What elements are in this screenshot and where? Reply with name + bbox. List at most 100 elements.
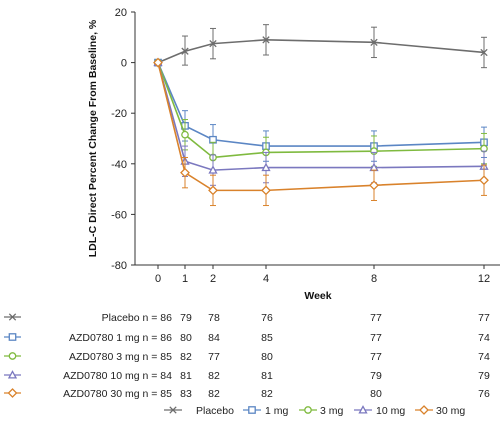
y-axis-title: LDL-C Direct Percent Change From Baselin…	[87, 19, 99, 257]
table-row-marker	[7, 370, 18, 379]
data-point	[479, 175, 489, 186]
data-point-stroke-b	[262, 36, 270, 44]
data-point	[369, 162, 379, 172]
x-tick-label: 12	[478, 273, 490, 285]
table-row-marker	[7, 388, 18, 398]
data-point	[262, 36, 270, 44]
y-tick-label: -80	[111, 260, 127, 272]
legend-marker	[419, 405, 429, 415]
data-point	[261, 185, 271, 196]
table-cell-count: 82	[261, 388, 273, 400]
series-1	[154, 58, 488, 162]
table-row-marker-stroke-b	[8, 313, 17, 321]
series-line	[157, 62, 485, 147]
table-cell-count: 79	[370, 370, 382, 382]
data-point-stroke-b	[181, 47, 189, 55]
series-line	[157, 62, 485, 171]
table-cell-count: 82	[180, 351, 192, 363]
table-cell-count: 82	[208, 388, 220, 400]
data-point	[181, 130, 189, 139]
data-point	[153, 57, 163, 68]
table-cell-count: 81	[261, 370, 273, 382]
legend-marker	[169, 406, 177, 414]
series-line	[157, 62, 485, 192]
table-cell-count: 80	[370, 388, 382, 400]
x-tick-label: 8	[371, 273, 377, 285]
data-point	[181, 47, 189, 55]
series-0	[154, 24, 488, 69]
y-tick-label: 0	[121, 58, 127, 70]
table-row-label: Placebo n = 86	[102, 312, 173, 324]
data-point	[208, 185, 218, 196]
data-point-stroke-b	[370, 38, 378, 47]
y-tick-label: -20	[111, 108, 127, 120]
legend-marker	[248, 406, 256, 414]
data-point-stroke-b	[480, 48, 488, 57]
table-row: AZD0780 30 mg n = 85 83 82 82 80 76	[4, 388, 490, 400]
legend-label: 30 mg	[436, 405, 465, 417]
table-row-label: AZD0780 10 mg n = 84	[63, 370, 172, 382]
table-cell-count: 81	[180, 370, 192, 382]
table-row-label: AZD0780 1 mg n = 86	[69, 332, 172, 344]
legend-item: 1 mg	[243, 405, 289, 417]
table-cell-count: 80	[180, 332, 192, 344]
x-tick-label: 2	[210, 273, 216, 285]
table-cell-count: 80	[261, 351, 273, 363]
data-point	[180, 167, 190, 178]
data-point-stroke-b	[209, 39, 217, 48]
table-row: AZD0780 3 mg n = 85 82 77 80 77 74	[4, 351, 490, 363]
y-tick-label: 20	[115, 7, 127, 19]
table-row: AZD0780 10 mg n = 84 81 82 81 79 79	[4, 370, 490, 382]
table-cell-count: 77	[478, 312, 490, 324]
series-4	[153, 57, 489, 207]
legend-label: 10 mg	[376, 405, 405, 417]
series-line	[157, 39, 485, 64]
series-3	[153, 57, 489, 186]
legend-item: 10 mg	[354, 405, 405, 417]
table-cell-count: 77	[370, 351, 382, 363]
legend-item: 3 mg	[299, 405, 344, 417]
legend-marker	[304, 406, 312, 414]
legend-label: 3 mg	[320, 405, 344, 417]
table-row-marker	[8, 352, 17, 360]
table-cell-count: 84	[208, 332, 220, 344]
data-point	[369, 180, 379, 191]
table-cell-count: 82	[208, 370, 220, 382]
x-tick-label: 4	[263, 273, 269, 285]
table-cell-count: 76	[261, 312, 273, 324]
data-point	[209, 39, 217, 48]
table-cell-count: 74	[478, 351, 490, 363]
series-line	[157, 62, 485, 159]
table-cell-count: 83	[180, 388, 192, 400]
table-row-marker	[8, 333, 17, 341]
data-point	[261, 162, 271, 172]
table-row-marker	[8, 313, 17, 321]
table-row-label: AZD0780 30 mg n = 85	[63, 388, 172, 400]
table-cell-count: 77	[370, 332, 382, 344]
y-tick-label: -60	[111, 209, 127, 221]
legend-item: 30 mg	[415, 405, 465, 417]
legend-label: 1 mg	[265, 405, 289, 417]
series-2	[154, 58, 488, 174]
y-tick-label: -40	[111, 159, 127, 171]
table-cell-count: 77	[370, 312, 382, 324]
data-point	[208, 165, 218, 174]
table-row: AZD0780 1 mg n = 86 80 84 85 77 74	[4, 332, 490, 344]
table-row: Placebo n = 86 79 78 76 77 77	[4, 312, 490, 324]
table-cell-count: 85	[261, 332, 273, 344]
data-point	[370, 38, 378, 47]
series-layer	[153, 24, 489, 207]
legend: Placebo 1 mg 3 mg 10 mg 30 mg	[164, 405, 465, 417]
table-cell-count: 79	[478, 370, 490, 382]
x-tick-label: 1	[182, 273, 188, 285]
table-cell-count: 79	[180, 312, 192, 324]
legend-item: Placebo	[164, 405, 234, 417]
legend-marker-stroke-b	[169, 406, 177, 414]
x-tick-label: 0	[155, 273, 161, 285]
table-row-label: AZD0780 3 mg n = 85	[69, 351, 172, 363]
table-cell-count: 74	[478, 332, 490, 344]
table-cell-count: 76	[478, 388, 490, 400]
